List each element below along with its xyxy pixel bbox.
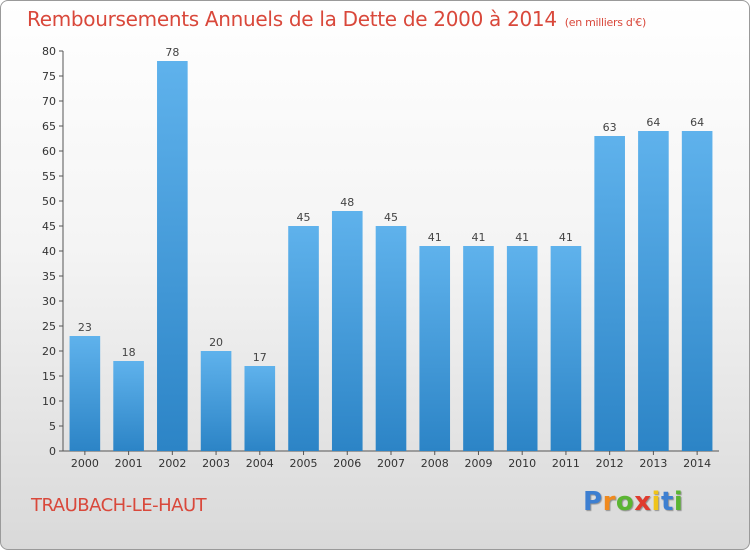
bar-2003 [200, 351, 232, 451]
data-label: 41 [559, 231, 573, 244]
logo-letter: i [651, 487, 661, 517]
proxiti-logo[interactable]: Proxiti [583, 487, 683, 517]
logo-letter: i [673, 487, 684, 517]
logo-letter: t [660, 487, 674, 517]
bar-2007 [375, 226, 407, 451]
bar-2013 [638, 131, 669, 451]
bar-2014 [681, 131, 713, 451]
bar-2011 [550, 246, 582, 451]
bars [69, 61, 713, 451]
y-tick-label: 75 [42, 70, 56, 83]
data-label: 63 [603, 121, 617, 134]
title-text: Remboursements Annuels de la Dette de 20… [27, 7, 557, 31]
x-tick-label: 2000 [71, 457, 99, 470]
x-tick-label: 2001 [115, 457, 143, 470]
data-label: 41 [471, 231, 485, 244]
x-tick-label: 2006 [333, 457, 361, 470]
y-tick-label: 0 [49, 445, 56, 458]
x-tick-label: 2012 [596, 457, 624, 470]
data-label: 18 [122, 346, 136, 359]
bar-2000 [69, 336, 101, 451]
bar-2009 [463, 246, 494, 451]
y-tick-label: 45 [42, 220, 56, 233]
y-tick-label: 25 [42, 320, 56, 333]
y-tick-label: 40 [42, 245, 56, 258]
x-tick-label: 2005 [290, 457, 318, 470]
chart-title: Remboursements Annuels de la Dette de 20… [27, 7, 646, 31]
y-tick-label: 65 [42, 120, 56, 133]
y-tick-label: 35 [42, 270, 56, 283]
y-tick-label: 20 [42, 345, 56, 358]
y-tick-label: 70 [42, 95, 56, 108]
city-name: TRAUBACH-LE-HAUT [31, 495, 207, 516]
data-label: 20 [209, 336, 223, 349]
logo-letter: o [615, 487, 635, 517]
bar-2006 [331, 211, 363, 451]
data-label: 64 [690, 116, 704, 129]
labels: 23 2000 18 2001 78 2002 20 2003 17 2004 45 2005 48 20… [71, 46, 711, 470]
bar-2002 [157, 61, 188, 451]
unit-label: (en milliers d'€) [564, 16, 646, 29]
data-label: 78 [165, 46, 179, 59]
y-tick-label: 80 [42, 45, 56, 58]
y-tick-label: 10 [42, 395, 56, 408]
y-tick-label: 15 [42, 370, 56, 383]
data-label: 23 [78, 321, 92, 334]
logo-letter: P [583, 487, 603, 517]
logo-letter: r [602, 487, 616, 517]
y-tick-label: 30 [42, 295, 56, 308]
data-label: 41 [428, 231, 442, 244]
y-tick-label: 50 [42, 195, 56, 208]
bar-2004 [244, 366, 276, 451]
bar-2001 [113, 361, 144, 451]
x-tick-label: 2002 [158, 457, 186, 470]
data-label: 17 [253, 351, 267, 364]
x-tick-label: 2014 [683, 457, 711, 470]
x-tick-label: 2010 [508, 457, 536, 470]
bar-2005 [288, 226, 319, 451]
bar-2012 [594, 136, 625, 451]
x-tick-label: 2009 [464, 457, 492, 470]
x-tick-label: 2003 [202, 457, 230, 470]
data-label: 41 [515, 231, 529, 244]
y-tick-label: 55 [42, 170, 56, 183]
x-tick-label: 2011 [552, 457, 580, 470]
x-tick-label: 2013 [639, 457, 667, 470]
y-tick-label: 5 [49, 420, 56, 433]
data-label: 64 [646, 116, 660, 129]
data-label: 45 [297, 211, 311, 224]
data-label: 48 [340, 196, 354, 209]
x-tick-label: 2008 [421, 457, 449, 470]
x-tick-label: 2004 [246, 457, 274, 470]
bar-2008 [419, 246, 451, 451]
x-tick-label: 2007 [377, 457, 405, 470]
data-label: 45 [384, 211, 398, 224]
logo-letter: x [634, 487, 652, 517]
bar-2010 [506, 246, 538, 451]
axes: 0 5 10 15 20 25 30 35 40 45 50 55 60 65 70 75 80 [42, 45, 719, 458]
y-tick-label: 60 [42, 145, 56, 158]
